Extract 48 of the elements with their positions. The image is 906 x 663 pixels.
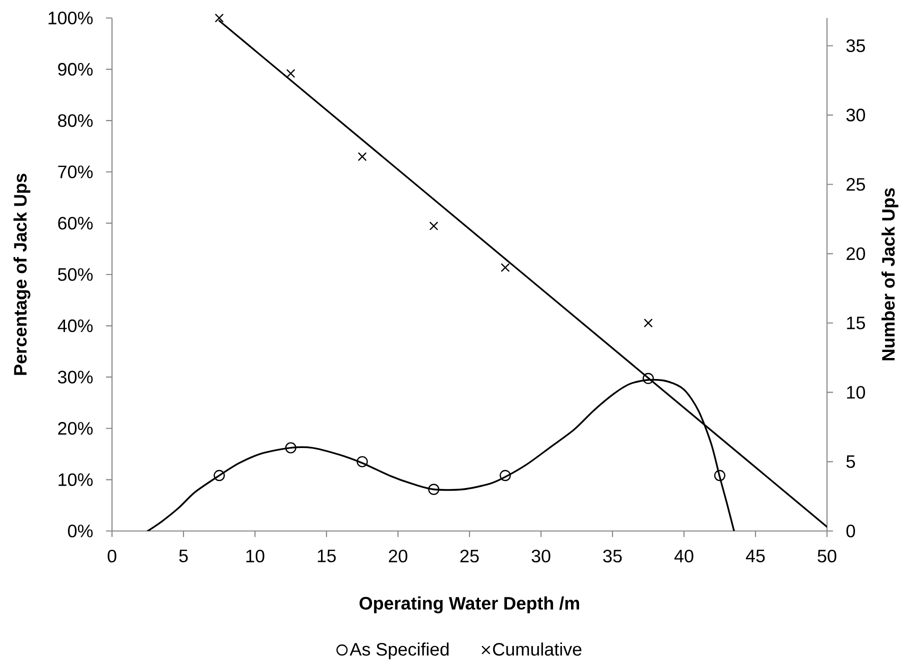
x-tick-label: 15 bbox=[318, 550, 336, 562]
x-tick-label: 25 bbox=[460, 550, 479, 562]
x-tick-label: 10 bbox=[246, 550, 264, 562]
y-tick-label: 40% bbox=[58, 319, 93, 332]
x-tick-label: 50 bbox=[818, 550, 836, 562]
y-axis-title: Percentage of Jack Ups bbox=[13, 174, 30, 375]
point bbox=[501, 263, 510, 272]
y-tick-label: 70% bbox=[58, 166, 93, 178]
point bbox=[428, 484, 440, 495]
x-tick-label: 20 bbox=[388, 550, 408, 562]
x-tick-label: 30 bbox=[532, 550, 550, 562]
y-tick-label: 10% bbox=[58, 473, 93, 486]
y-tick-label: 80% bbox=[58, 114, 93, 127]
point bbox=[500, 470, 511, 482]
x-tick-label: 0 bbox=[108, 550, 116, 562]
legend-label: As Specified bbox=[350, 642, 449, 660]
point bbox=[644, 318, 652, 328]
y2-tick-label: 35 bbox=[846, 39, 865, 52]
y2-tick-label: 25 bbox=[846, 178, 865, 191]
x-tick-label: 45 bbox=[746, 550, 765, 562]
point bbox=[358, 152, 366, 161]
y-tick-label: 0% bbox=[68, 524, 93, 538]
x-tick-label: 35 bbox=[603, 550, 622, 562]
y-tick-label: 30% bbox=[58, 370, 93, 384]
y-tick-label: 50% bbox=[58, 268, 93, 281]
y-tick-label: 90% bbox=[58, 62, 93, 76]
point bbox=[215, 14, 224, 22]
legend-label: Cumulative bbox=[493, 642, 582, 656]
y2-tick-label: 5 bbox=[846, 455, 855, 468]
y2-axis-title: Number of Jack Ups bbox=[882, 188, 898, 360]
y2-tick-label: 20 bbox=[846, 247, 866, 260]
y2-tick-label: 15 bbox=[847, 316, 865, 330]
point bbox=[214, 470, 225, 482]
y2-tick-label: 0 bbox=[846, 524, 856, 538]
point bbox=[430, 222, 438, 230]
y-tick-label: 60% bbox=[58, 216, 93, 230]
y2-tick-label: 10 bbox=[847, 386, 866, 399]
point bbox=[642, 372, 654, 384]
x-tick-label: 40 bbox=[674, 550, 694, 562]
y-tick-label: 20% bbox=[58, 422, 93, 435]
point bbox=[285, 442, 296, 454]
x-axis-title: Operating Water Depth /m bbox=[360, 596, 580, 614]
y-tick-label: 100% bbox=[48, 12, 93, 24]
x-tick-label: 5 bbox=[179, 550, 188, 562]
y2-tick-label: 30 bbox=[846, 108, 866, 122]
point bbox=[356, 456, 368, 468]
point bbox=[714, 470, 726, 482]
point bbox=[286, 69, 295, 78]
